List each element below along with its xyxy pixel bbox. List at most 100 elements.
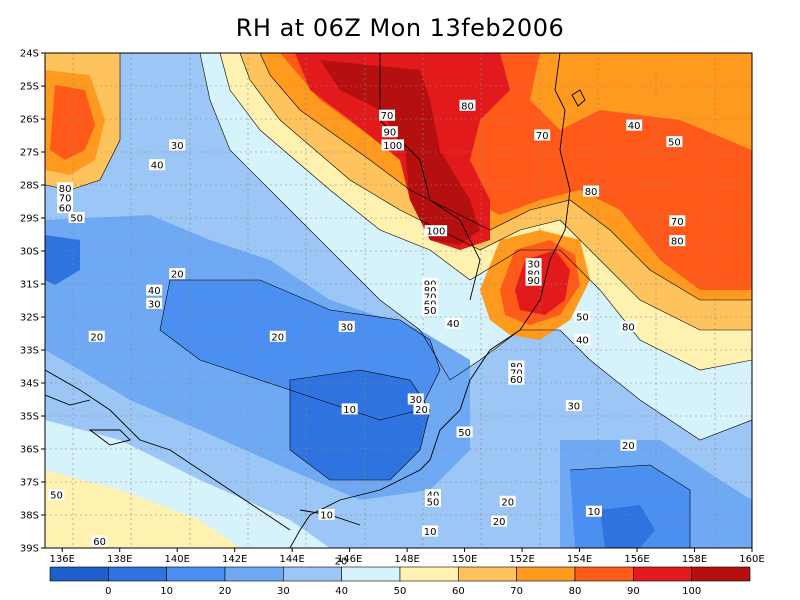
contour-label: 20: [415, 405, 428, 416]
longitude-label: 146E: [337, 554, 362, 565]
contour-label: 100: [426, 227, 445, 238]
contour-label: 40: [576, 336, 589, 347]
longitude-label: 152E: [509, 554, 534, 565]
colorbar-label: 0: [105, 586, 111, 597]
contour-label: 70: [59, 194, 72, 205]
contour-label-background: [445, 317, 462, 329]
longitude-label: 158E: [682, 554, 707, 565]
contour-label-background: [381, 139, 405, 151]
contour-label-background: [91, 535, 108, 547]
contour-label-background: [508, 373, 525, 385]
contour-label: 80: [585, 187, 598, 198]
latitude-label: 28S: [20, 181, 39, 192]
contour-label: 100: [383, 141, 402, 152]
contour-label-background: [585, 505, 602, 517]
longitude-label: 144E: [279, 554, 304, 565]
contour-label: 10: [343, 405, 356, 416]
contour-label: 30: [409, 395, 422, 406]
contour-label-background: [424, 225, 448, 237]
colorbar-swatch: [341, 566, 401, 582]
contour-label: 20: [171, 270, 184, 281]
contour-label-background: [424, 489, 441, 501]
colorbar-label: 80: [569, 586, 582, 597]
colorbar-swatch: [458, 566, 517, 582]
colorbar-swatch: [108, 566, 167, 582]
contour-label: 60: [510, 375, 523, 386]
colorbar-swatch: [691, 566, 751, 582]
contour-label: 20: [335, 557, 348, 568]
latitude-label: 36S: [20, 445, 39, 456]
contour-label: 50: [427, 497, 440, 508]
contour-label-background: [499, 495, 516, 507]
contour-label-background: [422, 278, 439, 289]
contour-label-background: [459, 99, 476, 111]
contour-label: 20: [271, 332, 284, 343]
longitude-label: 154E: [567, 554, 592, 565]
latitude-label: 38S: [20, 511, 39, 522]
contour-label-background: [422, 297, 439, 309]
contour-label-background: [583, 185, 600, 197]
contour-label: 70: [381, 111, 394, 122]
contour-label: 90: [527, 276, 540, 287]
contour-label-background: [620, 439, 637, 451]
colorbar-label: 10: [160, 586, 173, 597]
contour-label-background: [422, 525, 439, 537]
contour-label-background: [422, 284, 439, 296]
longitude-label: 150E: [452, 554, 477, 565]
longitude-label: 156E: [624, 554, 649, 565]
contour-label: 40: [628, 121, 641, 132]
latitude-label: 35S: [20, 412, 39, 423]
contour-label: 10: [588, 507, 601, 518]
contour-label-background: [666, 136, 683, 148]
colorbar-swatch: [399, 566, 459, 582]
contour-label: 50: [50, 491, 63, 502]
longitude-axis: 136E 138E 140E 142E 144E 146E 148E 150E 152E 154E…: [50, 548, 765, 565]
contour-label-background: [88, 330, 105, 342]
contour-label: 40: [151, 161, 164, 172]
colorbar-label: 40: [335, 586, 348, 597]
latitude-label: 25S: [20, 82, 39, 93]
contour-label-background: [68, 212, 85, 223]
contour-label: 30: [340, 322, 353, 333]
latitude-label: 30S: [20, 247, 39, 258]
contour-label: 20: [90, 332, 103, 343]
contour-label: 20: [501, 497, 514, 508]
longitude-label: 140E: [165, 554, 190, 565]
latitude-label: 33S: [20, 346, 39, 357]
contour-label: 40: [148, 286, 161, 297]
contour-label-background: [146, 297, 163, 309]
contour-label-background: [169, 268, 186, 280]
contour-labels: 7080901007040503040807060508070801002030…: [48, 99, 686, 568]
contour-label-background: [669, 235, 686, 247]
contour-label-background: [422, 304, 439, 316]
colorbar-label: 50: [394, 586, 407, 597]
contour-label-background: [620, 320, 637, 332]
plot-frame: [44, 52, 753, 549]
contour-label: 20: [622, 441, 635, 452]
colorbar-label: 60: [452, 586, 465, 597]
contour-label: 80: [59, 184, 72, 195]
latitude-label: 26S: [20, 115, 39, 126]
contour-label: 50: [424, 306, 437, 317]
colorbar-swatch: [516, 566, 576, 582]
contour-label: 70: [536, 131, 549, 142]
latitude-axis: 24S 25S 26S 27S 28S 29S 30S 31S 32S 33S 34S 35S 36S 3…: [20, 49, 45, 555]
latitude-label: 31S: [20, 280, 39, 291]
contour-label-background: [508, 367, 525, 379]
latitude-label: 32S: [20, 313, 39, 324]
contour-label-background: [333, 555, 350, 567]
contour-label: 60: [93, 537, 106, 548]
contour-label-background: [407, 393, 424, 405]
contour-label-background: [534, 129, 551, 141]
colorbar-label: 90: [627, 586, 640, 597]
colorbar-swatch: [283, 566, 342, 582]
contour-label-background: [379, 109, 396, 121]
contour-label: 30: [171, 141, 184, 152]
latitude-label: 34S: [20, 379, 39, 390]
contour-label: 80: [671, 237, 684, 248]
contour-label-background: [149, 159, 166, 171]
colorbar-label: 100: [682, 586, 701, 597]
colorbar-label: 20: [219, 586, 232, 597]
contour-label: 30: [148, 299, 161, 310]
